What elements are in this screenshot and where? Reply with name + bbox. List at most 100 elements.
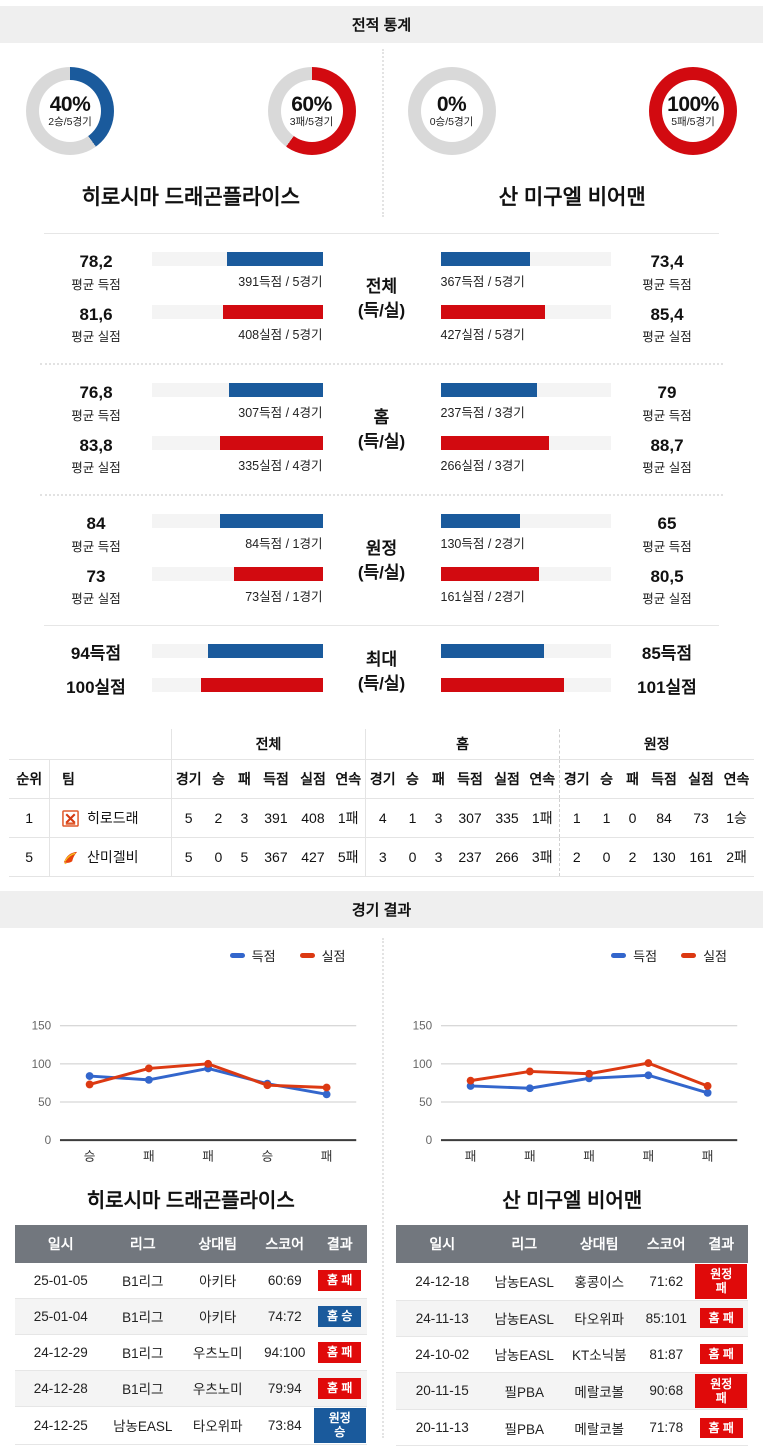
donut-record: 5패/5경기 [667,117,719,129]
stat-bar-block: 307득점 / 4경기 [152,383,323,421]
stats-section-header: 전적 통계 [0,6,763,43]
donut-percentage: 60% [290,93,334,116]
donut-text: 100% 5패/5경기 [667,93,719,129]
stat-bar-text: 266실점 / 3경기 [441,455,612,474]
stat-value: 65 [621,514,713,534]
stat-bar-fill [227,252,322,266]
stat-bar-text: 84득점 / 1경기 [152,533,323,552]
standings-stat-cell: 4 [366,799,400,838]
stat-bar-track [441,252,612,266]
section-divider [40,494,723,496]
stats-compare-section: 78,2 평균 득점 391득점 / 5경기 81,6 평균 실점 408실점 … [0,233,763,719]
stat-bar-row: 65 평균 득점 130득점 / 2경기 [441,514,763,555]
standings-stat-cell: 307 [452,799,489,838]
game-opponent: 아키타 [179,1263,257,1299]
result-badge: 홈 패 [700,1418,743,1438]
stat-group-subtitle: (득/실) [323,430,441,454]
results-section-title: 경기 결과 [352,902,411,919]
recent-game-row: 25-01-04 B1리그 아키타 74:72 홈 승 [15,1298,367,1334]
game-score: 94:100 [257,1334,313,1370]
game-opponent: 메랄코볼 [560,1410,638,1446]
donut-ring: 0% 0승/5경기 [408,67,496,155]
svg-text:0: 0 [44,1134,51,1147]
standings-stat-cell: 2패 [720,838,754,877]
stat-label: 평균 실점 [621,588,713,607]
standings-col-header: 득점 [257,760,294,799]
stat-label: 평균 득점 [621,274,713,293]
donut-ring: 100% 5패/5경기 [649,67,737,155]
game-result: 홈 패 [313,1263,367,1299]
donut-percentage: 100% [667,93,719,116]
stat-bar-block: 161실점 / 2경기 [441,567,612,605]
stat-value: 80,5 [621,567,713,587]
win-rate-donut: 0% 0승/5경기 [408,67,496,155]
standings-stat-cell: 266 [489,838,526,877]
game-date: 24-12-29 [15,1334,107,1370]
standings-rank: 5 [9,838,49,877]
standings-col-header: 연속 [720,760,754,799]
game-league: B1리그 [107,1370,179,1406]
svg-text:50: 50 [419,1096,433,1109]
game-score: 79:94 [257,1370,313,1406]
game-date: 24-12-28 [15,1370,107,1406]
game-date: 20-11-13 [396,1410,488,1446]
stat-bar-block: 84득점 / 1경기 [152,514,323,552]
standings-stat-cell: 0 [594,838,620,877]
stat-bar-block: 73실점 / 1경기 [152,567,323,605]
home-stat-side: 78,2 평균 득점 391득점 / 5경기 81,6 평균 실점 408실점 … [0,252,323,345]
result-badge: 홈 패 [318,1378,361,1398]
standings-stat-cell: 73 [683,799,720,838]
stat-value: 100실점 [50,678,142,698]
standings-col-header: 승 [400,760,426,799]
stat-bar-fill [441,436,549,450]
recent-game-row: 20-11-15 필PBA 메랄코볼 90:68 원정 패 [396,1372,748,1410]
standings-col-header: 패 [620,760,646,799]
recent-col-header: 결과 [313,1225,367,1263]
svg-text:패: 패 [643,1149,655,1164]
game-score: 73:84 [257,1406,313,1444]
legend-item: 실점 [681,946,727,965]
game-result: 원정 패 [694,1263,748,1300]
game-opponent: KT소닉붐 [560,1336,638,1372]
standings-stat-cell: 2 [205,799,231,838]
standings-stat-cell: 1 [400,799,426,838]
standings-rank: 1 [9,799,49,838]
svg-text:패: 패 [321,1149,333,1164]
stat-group-title: 홈 [323,406,441,430]
recent-game-row: 24-12-25 남농EASL 타오위파 73:84 원정 승 [15,1406,367,1444]
game-league: B1리그 [107,1263,179,1299]
svg-text:100: 100 [31,1058,51,1071]
legend-item: 득점 [611,946,657,965]
standings-col-header: 패 [231,760,257,799]
stat-value-block: 100실점 [50,678,142,700]
stat-bar-block: 335실점 / 4경기 [152,436,323,474]
stat-bar-text: 367득점 / 5경기 [441,271,612,290]
stat-group-title: 원정 [323,537,441,561]
legend-marker-icon [611,953,626,958]
standings-stat-cell: 0 [620,799,646,838]
game-league: B1리그 [107,1334,179,1370]
stat-bar-fill [441,567,539,581]
win-rate-section: 40% 2승/5경기 60% 3패/5경기 히로시마 드래곤플라이스 0% 0승… [0,43,763,231]
stat-bar-track [152,514,323,528]
legend-marker-icon [300,953,315,958]
stat-bar-text: 73실점 / 1경기 [152,586,323,605]
svg-text:패: 패 [202,1149,214,1164]
game-result: 홈 패 [694,1410,748,1446]
stat-group-label: 홈 (득/실) [323,406,441,454]
away-stat-side: 73,4 평균 득점 367득점 / 5경기 85,4 평균 실점 427실점 … [441,252,763,345]
stat-bar-track [152,305,323,319]
legend-label: 득점 [633,946,657,965]
stat-value-block: 88,7 평균 실점 [621,436,713,477]
stat-group-label: 전체 (득/실) [323,275,441,323]
stat-bar-block: 391득점 / 5경기 [152,252,323,290]
stat-bar-row: 73,4 평균 득점 367득점 / 5경기 [441,252,763,293]
stat-compare-group: 78,2 평균 득점 391득점 / 5경기 81,6 평균 실점 408실점 … [0,236,763,361]
